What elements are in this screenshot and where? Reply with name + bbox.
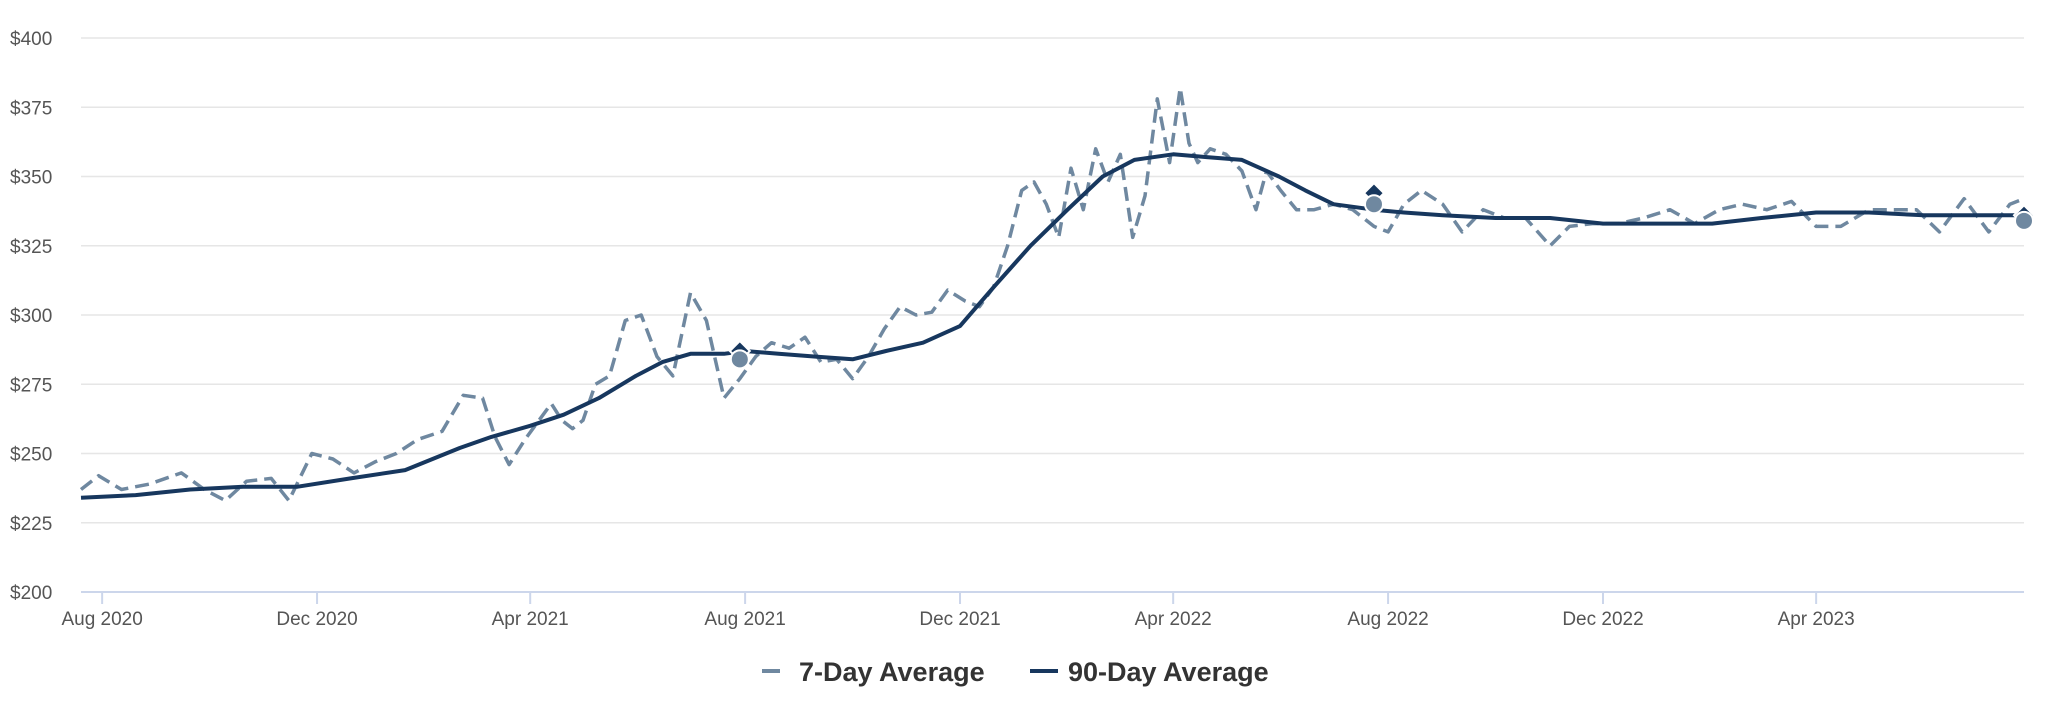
x-tick-label: Dec 2020: [276, 609, 357, 630]
legend-label: 7-Day Average: [799, 657, 985, 687]
x-tick-label: Aug 2020: [61, 609, 142, 630]
x-tick-label: Dec 2022: [1562, 609, 1643, 630]
gridlines: [81, 37, 2024, 524]
markers: [728, 181, 2036, 370]
x-axis: Aug 2020 Dec 2020 Apr 2021 Aug 2021 Dec 2021…: [61, 591, 2024, 630]
y-tick-label: $400: [10, 29, 52, 50]
legend[interactable]: 7-Day Average 90-Day Average: [762, 657, 1269, 687]
y-tick-label: $275: [10, 375, 52, 396]
legend-label: 90-Day Average: [1068, 657, 1269, 687]
y-tick-label: $325: [10, 237, 52, 258]
y-tick-label: $250: [10, 445, 52, 466]
x-tick-label: Aug 2022: [1347, 609, 1428, 630]
x-tick-label: Apr 2021: [492, 609, 569, 630]
legend-item-90-day-average[interactable]: 90-Day Average: [1030, 657, 1269, 687]
y-tick-label: $350: [10, 168, 52, 189]
legend-item-7-day-average[interactable]: 7-Day Average: [762, 657, 985, 687]
x-tick-label: Apr 2022: [1135, 609, 1212, 630]
y-tick-label: $200: [10, 583, 52, 604]
y-tick-label: $300: [10, 306, 52, 327]
series-line-90-day-average[interactable]: [80, 152, 2024, 500]
x-tick-label: Aug 2021: [704, 609, 785, 630]
series-line-7-day-average[interactable]: [79, 86, 2025, 503]
y-tick-label: $375: [10, 98, 52, 119]
series-marker-circle[interactable]: [2014, 210, 2034, 231]
series-marker-circle[interactable]: [1363, 194, 1384, 215]
plot-area: [79, 86, 2025, 503]
series-marker-circle[interactable]: [729, 349, 750, 370]
y-tick-label: $225: [10, 514, 52, 535]
y-axis: $200 $225 $250 $275 $300 $325 $350 $375 $400: [10, 29, 52, 604]
x-tick-label: Apr 2023: [1778, 609, 1855, 630]
x-tick-label: Dec 2021: [919, 609, 1000, 630]
